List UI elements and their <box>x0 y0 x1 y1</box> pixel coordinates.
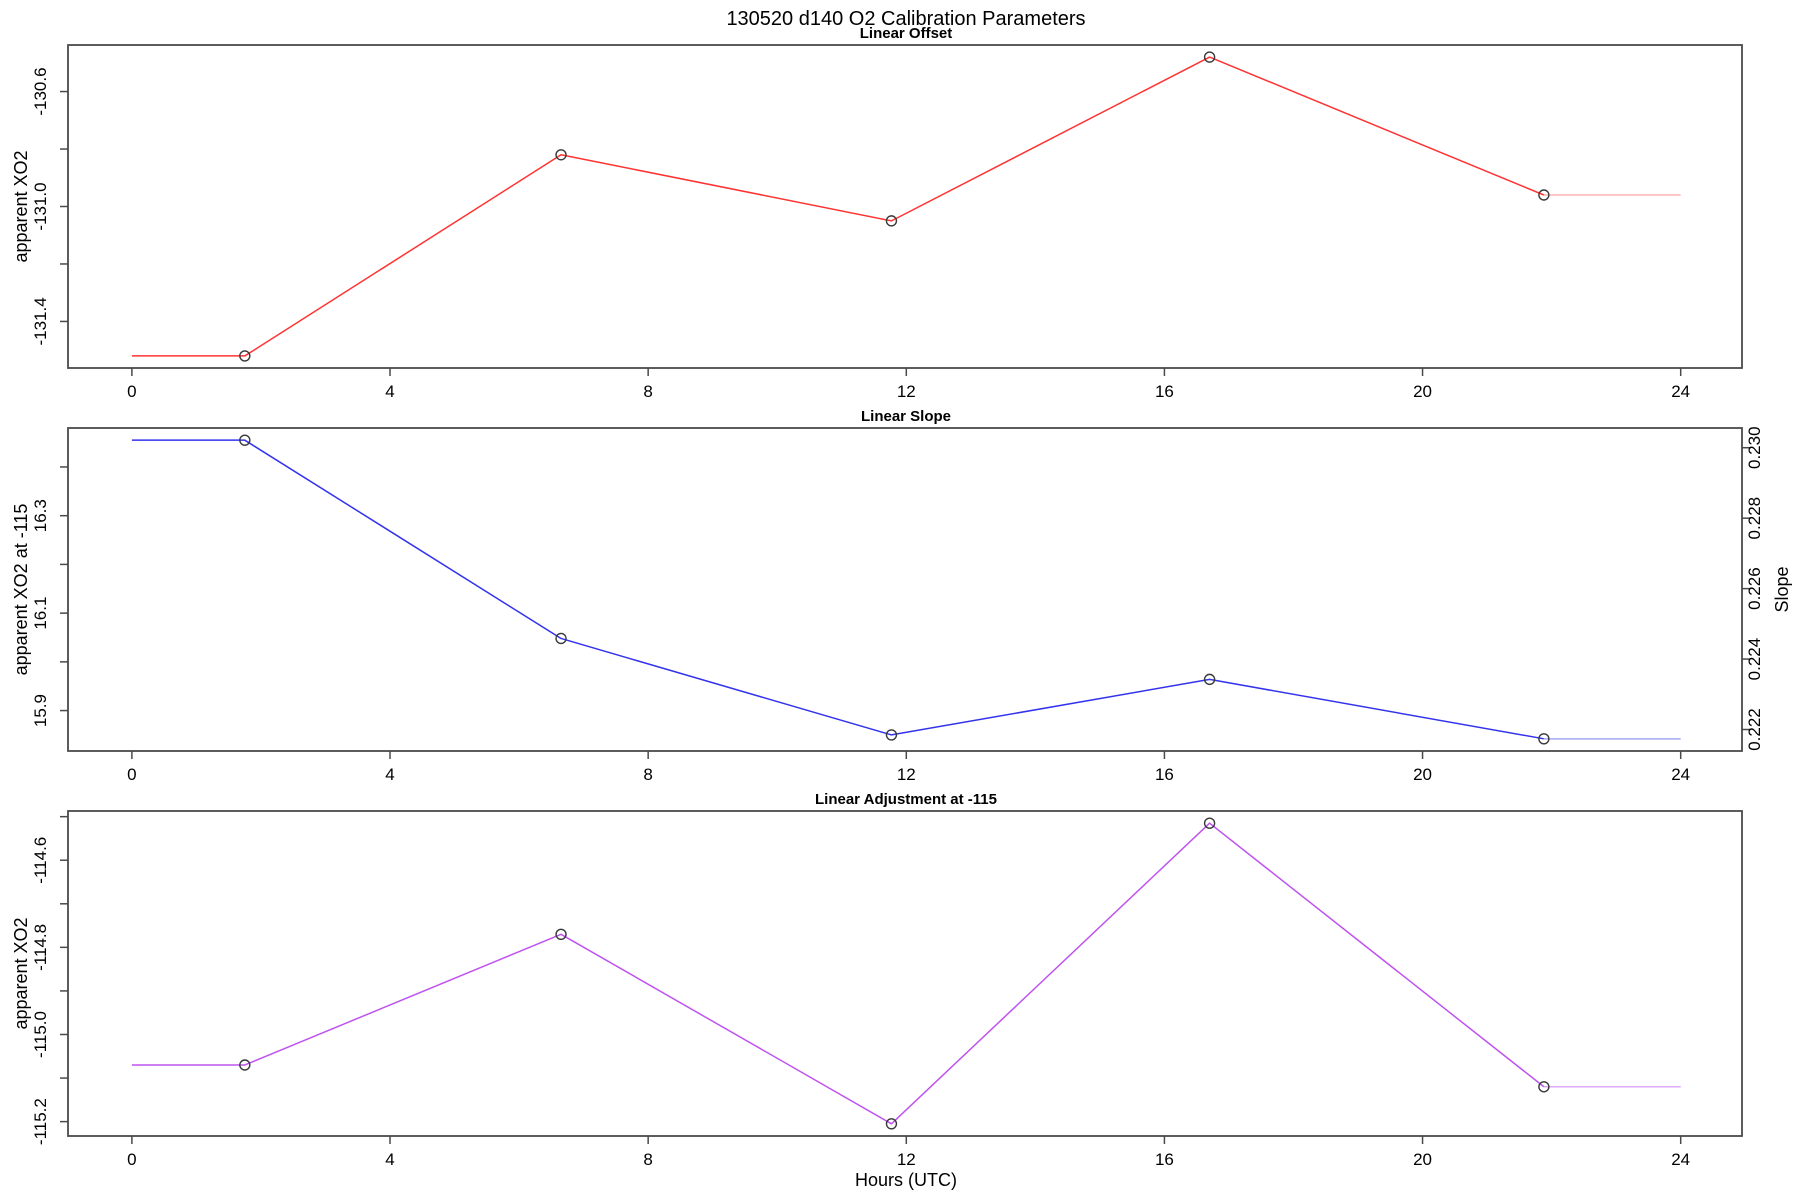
panel-3-data-point <box>555 928 567 940</box>
panel-3-x-tick-label: 0 <box>127 1150 136 1169</box>
panel-2-x-tick-label: 24 <box>1671 765 1690 784</box>
panel-2-y-tick-label: 16.1 <box>31 597 50 630</box>
panel-2-right-tick-label: 0.222 <box>1745 708 1764 751</box>
panel-2-title: Linear Slope <box>861 408 951 425</box>
panel-1-data-line <box>131 56 1545 357</box>
panel-1-y-tick-label: -131.4 <box>31 297 50 345</box>
panel-2-x-tick-label: 8 <box>643 765 652 784</box>
panel-2-data-point <box>239 434 251 446</box>
panel-3-y-axis-label: apparent XO2 <box>11 917 31 1029</box>
panel-1-data-point <box>239 350 251 362</box>
panel-1-x-tick-label: 4 <box>385 382 394 401</box>
panel-2-y-axis-label: apparent XO2 at -115 <box>11 504 31 676</box>
panel-2-right-tick-label: 0.224 <box>1745 638 1764 681</box>
panel-3-y-tick-label: -115.0 <box>31 1011 50 1058</box>
panel-2-x-tick-label: 0 <box>127 765 136 784</box>
panel-2-x-tick-label: 12 <box>897 765 916 784</box>
panel-3-y-tick-label: -114.8 <box>31 924 50 971</box>
x-axis-label: Hours (UTC) <box>855 1170 957 1190</box>
panel-2-x-tick-label: 4 <box>385 765 394 784</box>
panel-3-data-point <box>1538 1081 1550 1093</box>
panel-3-x-tick-label: 24 <box>1671 1150 1690 1169</box>
panel-2-right-tick-label: 0.228 <box>1745 497 1764 540</box>
panels-group: 0 4 8 12 16 20 24 -131.4 -131.0 -130.6 0 4 8 12 16 20 24… <box>31 44 1764 1169</box>
panel-2-x-tick-label: 20 <box>1413 765 1432 784</box>
panel-3-data-point <box>239 1059 251 1071</box>
panel-2-right-axis-label: Slope <box>1772 566 1792 612</box>
panel-3-data-point <box>1203 817 1216 829</box>
panel-3-plot-box <box>67 810 1743 1137</box>
panel-1-data-point <box>1203 51 1216 63</box>
panel-3-y-tick-label: -114.6 <box>31 837 50 884</box>
panel-2-plot-box <box>67 427 1743 752</box>
panel-2-data-point <box>555 632 567 645</box>
panel-3-data-point <box>885 1118 898 1130</box>
panel-1-x-tick-label: 24 <box>1671 382 1690 401</box>
panel-2-data-point <box>1203 673 1216 686</box>
panel-2-right-tick-label: 0.226 <box>1745 567 1764 610</box>
panel-2-y-tick-label: 15.9 <box>31 694 50 727</box>
panel-2-data-point <box>1538 733 1550 745</box>
panel-3-x-tick-label: 12 <box>897 1150 916 1169</box>
panel-1-plot-box <box>67 44 1743 369</box>
panel-3-x-tick-label: 16 <box>1155 1150 1174 1169</box>
panel-3-y-tick-label: -115.2 <box>31 1098 50 1145</box>
panel-1-y-tick-label: -131.0 <box>31 182 50 230</box>
panel-2-right-tick-label: 0.230 <box>1745 426 1764 469</box>
panel-2-y-tick-label: 16.3 <box>31 499 50 532</box>
panel-1-x-tick-label: 20 <box>1413 382 1432 401</box>
panel-1-data-point <box>555 149 567 161</box>
panel-1-x-tick-label: 8 <box>643 382 652 401</box>
panel-3-title: Linear Adjustment at -115 <box>815 791 997 808</box>
figure-title: 130520 d140 O2 Calibration Parameters <box>726 8 1085 30</box>
panel-3-x-tick-label: 8 <box>643 1150 652 1169</box>
panel-3-data-line <box>131 822 1545 1125</box>
panel-3-x-tick-label: 20 <box>1413 1150 1432 1169</box>
panel-2-x-tick-label: 16 <box>1155 765 1174 784</box>
panel-1-data-point <box>885 215 898 227</box>
panel-1-x-tick-label: 0 <box>127 382 136 401</box>
panel-3-x-tick-label: 4 <box>385 1150 394 1169</box>
panel-1-y-tick-label: -130.6 <box>31 67 50 115</box>
panel-1-data-point <box>1538 189 1550 201</box>
panel-2-data-point <box>885 729 898 741</box>
panel-1-title: Linear Offset <box>860 25 953 42</box>
panel-2-data-line <box>131 439 1545 740</box>
panel-1-x-tick-label: 16 <box>1155 382 1174 401</box>
panel-1-y-axis-label: apparent XO2 <box>11 150 31 262</box>
panel-1-x-tick-label: 12 <box>897 382 916 401</box>
